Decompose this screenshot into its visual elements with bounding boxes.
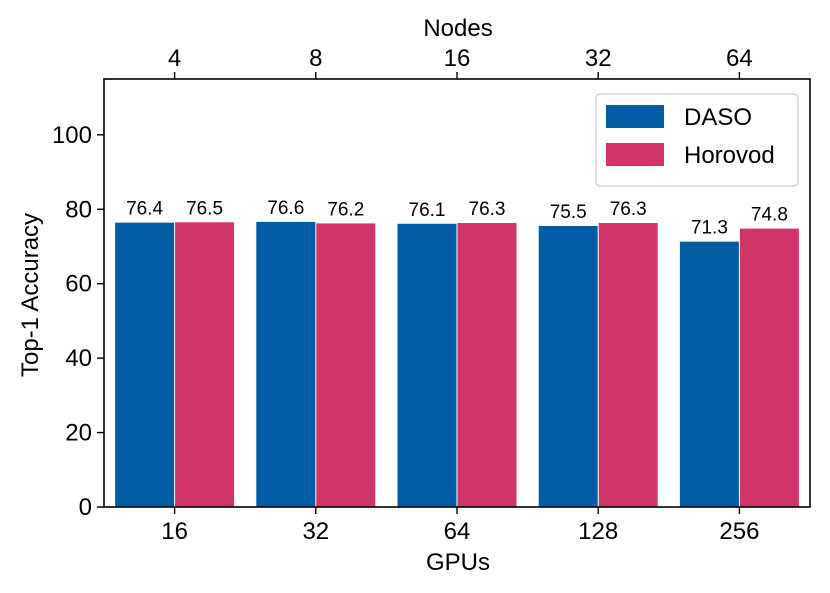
bar-horovod-32 [316,223,376,507]
x-axis-title: GPUs [426,549,490,576]
bar-labels-layer: 76.4 76.5 76.6 76.2 76.1 76.3 75.5 76.3 71.3 74.8 [126,198,788,239]
legend-swatch-daso [606,105,664,128]
top-axis-title: Nodes [423,15,492,42]
top-tick-label-16: 16 [444,45,471,72]
x-tick-label-64: 64 [444,518,471,545]
legend-swatch-horovod [606,143,664,166]
bar-label-horovod-16: 76.5 [186,198,223,219]
y-tick-label-60: 60 [65,271,92,298]
bar-horovod-128 [598,223,658,507]
x-tick-label-256: 256 [719,518,759,545]
bar-label-horovod-32: 76.2 [327,199,364,220]
bar-daso-16 [115,222,175,508]
y-tick-label-40: 40 [65,345,92,372]
bar-horovod-256 [739,228,799,508]
y-tick-label-100: 100 [52,122,92,149]
legend: DASO Horovod [595,93,799,187]
y-axis: 0 20 40 60 80 100 [52,122,104,521]
bar-label-daso-16: 76.4 [126,199,163,220]
bar-label-daso-32: 76.6 [267,198,304,219]
bar-daso-32 [256,221,316,507]
bar-daso-128 [538,226,598,507]
x-tick-label-32: 32 [302,518,329,545]
x-tick-label-128: 128 [578,518,618,545]
legend-label-daso: DASO [684,104,752,131]
y-axis-title: Top-1 Accuracy [17,213,44,377]
top-tick-label-64: 64 [726,45,753,72]
bar-horovod-16 [175,222,235,507]
bar-label-daso-256: 71.3 [691,218,728,239]
bar-label-daso-128: 75.5 [550,202,587,223]
bar-label-daso-64: 76.1 [409,200,446,221]
y-tick-label-20: 20 [65,420,92,447]
top-tick-label-32: 32 [585,45,612,72]
bars-layer [115,221,799,508]
bar-horovod-64 [457,223,517,507]
bar-label-horovod-128: 76.3 [610,199,647,220]
legend-label-horovod: Horovod [684,142,775,169]
y-tick-label-0: 0 [79,494,92,521]
top-axis: 4 8 16 32 64 [168,45,753,79]
bar-label-horovod-64: 76.3 [469,199,506,220]
bar-label-horovod-256: 74.8 [751,205,788,226]
bar-daso-256 [679,241,739,507]
top-tick-label-4: 4 [168,45,181,72]
x-tick-label-16: 16 [161,518,188,545]
top-tick-label-8: 8 [309,45,322,72]
x-axis: 16 32 64 128 256 [161,507,759,545]
y-tick-label-80: 80 [65,196,92,223]
bar-daso-64 [397,223,457,508]
